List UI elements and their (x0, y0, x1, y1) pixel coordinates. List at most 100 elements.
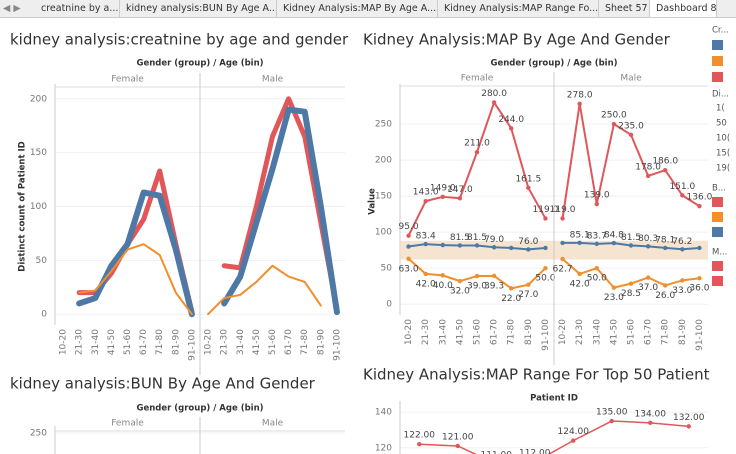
legend-swatch (712, 72, 723, 82)
x-tick-label: 91-100 (695, 319, 705, 351)
x-tick-label: 41-50 (107, 329, 117, 355)
x-tick-label: 91-100 (541, 319, 551, 351)
tab-bar: ◀ ▶ creatnine by a... kidney analysis:BUN… (0, 0, 736, 18)
data-point (609, 418, 614, 424)
x-tick-label: 21-30 (421, 319, 431, 345)
data-point (509, 245, 514, 251)
data-point (594, 241, 599, 247)
x-tick-label: 81-90 (524, 319, 534, 345)
data-label: 83.4 (416, 232, 436, 242)
data-point (509, 286, 514, 291)
series-line (407, 101, 547, 237)
data-point (686, 424, 691, 429)
tab[interactable]: Kidney Analysis:MAP By Age A... (277, 0, 438, 17)
data-point (474, 243, 480, 248)
chart-title: Kidney Analysis:MAP By Age And Gender (363, 31, 671, 49)
data-label: 33.0 (672, 286, 692, 296)
data-label: 235.0 (618, 121, 644, 131)
data-label: 79.0 (484, 235, 504, 245)
data-point (457, 278, 463, 284)
data-point (474, 149, 480, 155)
data-point (423, 241, 428, 247)
data-label: 36.0 (689, 284, 709, 294)
x-tick-label: 21-30 (75, 329, 85, 355)
data-label: 139.0 (584, 191, 610, 201)
data-label: 124.00 (558, 427, 590, 437)
data-label: 39.3 (484, 281, 504, 291)
data-label: 178.0 (635, 162, 661, 172)
data-label: 42.0 (416, 279, 436, 289)
legend-swatch (712, 197, 723, 207)
legend-title: M... (712, 248, 727, 258)
data-label: 37.0 (638, 283, 658, 293)
data-label: 280.0 (481, 89, 507, 99)
data-point (628, 281, 634, 286)
data-point (594, 201, 599, 207)
series-line (76, 189, 195, 318)
data-point (423, 198, 428, 204)
tab[interactable]: creatnine by a... (35, 0, 120, 17)
x-tick-label: 51-60 (123, 329, 133, 355)
data-point (571, 438, 576, 443)
y-tick-label: 50 (36, 256, 48, 266)
tab[interactable]: Sheet 57 (599, 0, 650, 17)
data-point (526, 247, 531, 252)
data-point (648, 420, 653, 426)
x-tick-label: 71-80 (155, 329, 165, 355)
chart-header: Gender (group) / Age (bin) (490, 59, 617, 69)
data-point (491, 273, 497, 279)
data-point (560, 256, 565, 262)
series-line (78, 243, 193, 316)
data-label: 28.5 (621, 289, 641, 299)
y-tick-label: 0 (386, 300, 392, 310)
data-label: 278.0 (567, 90, 593, 100)
data-point (457, 196, 463, 201)
data-point (526, 185, 531, 191)
y-tick-label: 200 (375, 156, 392, 166)
data-label: 151.0 (669, 182, 695, 192)
data-point (526, 282, 531, 287)
x-tick-label: 21-30 (575, 319, 585, 345)
data-label: 76.2 (672, 237, 692, 247)
x-tick-label: 91-100 (187, 329, 197, 361)
data-label: 23.0 (604, 293, 624, 303)
data-label: 111.00 (481, 450, 513, 454)
x-tick-label: 31-40 (91, 329, 101, 355)
data-point (680, 193, 685, 198)
tab[interactable]: kidney analysis:BUN By Age A... (120, 0, 277, 17)
data-label: 76.0 (518, 237, 538, 247)
data-point (645, 173, 651, 179)
data-label: 81.5 (450, 233, 470, 243)
data-label: 186.0 (652, 157, 678, 167)
data-label: 250.0 (601, 111, 627, 121)
data-point (455, 443, 460, 449)
data-point (577, 240, 582, 246)
data-label: 95.0 (399, 222, 419, 232)
legend-label: 15( (716, 149, 730, 159)
tab[interactable]: Kidney Analysis:MAP Range Fo... (438, 0, 599, 17)
data-point (697, 203, 702, 209)
data-point (423, 271, 428, 277)
x-tick-label: 10-20 (558, 319, 568, 345)
legend-title: Di... (712, 90, 729, 100)
x-tick-label: 10-20 (404, 319, 414, 345)
x-tick-label: 91-100 (332, 329, 342, 361)
chart-title: kidney analysis:creatnine by age and gen… (10, 31, 349, 49)
data-point (440, 273, 445, 278)
x-tick-label: 51-60 (473, 319, 483, 345)
panel-label: Male (262, 75, 284, 85)
y-tick-label: 120 (375, 443, 392, 453)
x-tick-label: 31-40 (438, 319, 448, 345)
x-tick-label: 81-90 (316, 329, 326, 355)
tab-arrows[interactable]: ◀ ▶ (3, 3, 21, 14)
tab[interactable]: Dashboard 8 (650, 0, 717, 17)
legend-label: 50 (716, 119, 727, 129)
chart-title: kidney analysis:BUN By Age And Gender (10, 375, 316, 393)
legend-label: 10( (716, 134, 730, 144)
x-tick-label: 61-70 (139, 329, 149, 355)
y-tick-label: 200 (30, 94, 47, 104)
legend-swatch (712, 40, 723, 50)
panel-label: Female (111, 419, 144, 429)
chart-title: Kidney Analysis:MAP Range For Top 50 Pat… (363, 366, 710, 384)
data-label: 119.0 (550, 205, 576, 215)
